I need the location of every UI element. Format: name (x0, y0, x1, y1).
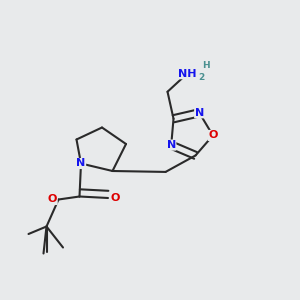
Text: O: O (111, 193, 120, 203)
Text: 2: 2 (198, 73, 205, 82)
Text: NH: NH (178, 69, 196, 79)
Text: O: O (48, 194, 57, 205)
Text: O: O (208, 130, 218, 140)
Text: H: H (202, 61, 209, 70)
Text: N: N (167, 140, 176, 150)
Text: N: N (195, 108, 204, 118)
Text: N: N (76, 158, 85, 169)
